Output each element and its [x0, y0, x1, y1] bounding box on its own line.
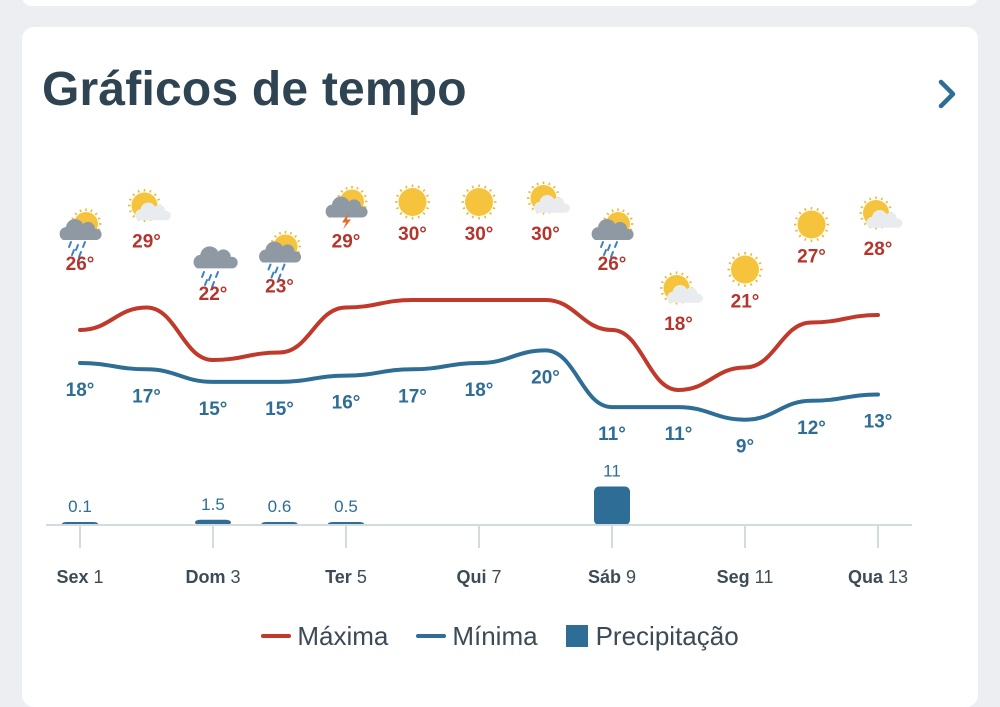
min-temp-label: 16°: [332, 393, 361, 414]
chevron-right-icon[interactable]: [932, 74, 964, 114]
previous-card: [22, 0, 978, 6]
max-temp-label: 27°: [797, 247, 826, 268]
x-tick-label: Dom 3: [185, 567, 240, 587]
precip-bar: [195, 519, 231, 525]
legend-swatch-max: [261, 634, 292, 638]
min-temp-label: 17°: [398, 386, 427, 407]
page-title: Gráficos de tempo: [42, 63, 467, 116]
max-temp-label: 28°: [864, 239, 893, 260]
temperature-labels: 26° 29° 22° 23° 29° 30° 30° 30° 26° 18° 21° 27° 28° 1…: [66, 224, 893, 458]
sun-icon: [395, 184, 430, 220]
sun-cloud-storm-icon: [325, 186, 368, 230]
max-temp-label: 26°: [66, 254, 95, 275]
max-temp-label: 21°: [731, 292, 760, 313]
max-temp-label: 18°: [664, 314, 693, 335]
sun-cloud-rain-icon: [591, 208, 634, 258]
legend-label-min: Mínima: [452, 620, 538, 651]
sun-icon: [727, 252, 763, 287]
sun-cloud-icon: [128, 189, 171, 222]
sun-icon: [461, 184, 497, 220]
min-temp-label: 17°: [132, 386, 161, 407]
max-temp-label: 30°: [465, 224, 494, 245]
temperature-lines: [78, 298, 880, 422]
min-temp-label: 15°: [199, 399, 228, 420]
max-temp-line: [78, 298, 880, 393]
legend-label-precip: Precipitação: [595, 620, 739, 651]
min-temp-label: 18°: [465, 380, 494, 401]
sun-cloud-icon: [660, 271, 703, 305]
legend-item-max[interactable]: Máxima: [261, 621, 388, 652]
max-temp-label: 22°: [199, 284, 228, 305]
max-temp-label: 23°: [265, 277, 294, 298]
chart-legend: Máxima Mínima Precipitação: [0, 616, 1000, 656]
x-tick-label: Ter 5: [325, 567, 367, 587]
max-temp-label: 26°: [598, 254, 627, 275]
legend-label-max: Máxima: [297, 620, 389, 651]
x-tick-label: Sáb 9: [588, 567, 636, 587]
min-temp-label: 9°: [736, 437, 754, 458]
min-temp-label: 12°: [797, 418, 826, 439]
precip-label: 11: [603, 462, 621, 481]
precip-label: 0.5: [334, 497, 358, 516]
precip-label: 1.5: [201, 495, 225, 514]
sun-cloud-icon: [527, 181, 570, 215]
sun-icon: [794, 207, 829, 242]
precip-label: 0.6: [268, 497, 292, 516]
cloud-rain-icon: [193, 246, 238, 288]
precip-bar: [594, 486, 630, 525]
weather-chart-card: [22, 27, 978, 707]
precip-label: 0.1: [68, 497, 92, 516]
max-temp-label: 29°: [132, 232, 161, 253]
legend-item-min[interactable]: Mínima: [416, 620, 538, 652]
min-temp-label: 11°: [598, 424, 626, 445]
sun-cloud-icon: [859, 196, 903, 230]
legend-swatch-min: [416, 634, 447, 638]
x-tick-label: Qua 13: [848, 567, 908, 587]
x-axis: Sex 1 Dom 3 Ter 5 Qui 7 Sáb 9 Seg 11 Qua 13: [46, 524, 912, 587]
x-tick-label: Seg 11: [717, 567, 774, 587]
min-temp-label: 18°: [66, 380, 95, 401]
precipitation-bars: 0.1 1.5 0.6 0.5 11: [62, 462, 630, 525]
legend-swatch-precip: [565, 625, 588, 647]
weather-icons: [59, 181, 903, 305]
max-temp-label: 30°: [531, 224, 560, 245]
max-temp-label: 29°: [332, 232, 361, 253]
min-temp-label: 15°: [265, 399, 294, 420]
max-temp-label: 30°: [398, 224, 427, 245]
weather-chart: 26° 29° 22° 23° 29° 30° 30° 30° 26° 18° 21° 27° 28° 1…: [46, 181, 912, 587]
min-temp-label: 13°: [864, 412, 893, 433]
x-tick-label: Qui 7: [456, 567, 501, 587]
legend-item-precip[interactable]: Precipitação: [565, 620, 739, 652]
sun-cloud-rain-icon: [259, 231, 302, 281]
min-temp-label: 20°: [531, 367, 560, 388]
sun-cloud-rain-icon: [59, 208, 102, 258]
x-tick-label: Sex 1: [56, 567, 103, 587]
min-temp-line: [78, 348, 880, 422]
min-temp-label: 11°: [665, 424, 693, 445]
